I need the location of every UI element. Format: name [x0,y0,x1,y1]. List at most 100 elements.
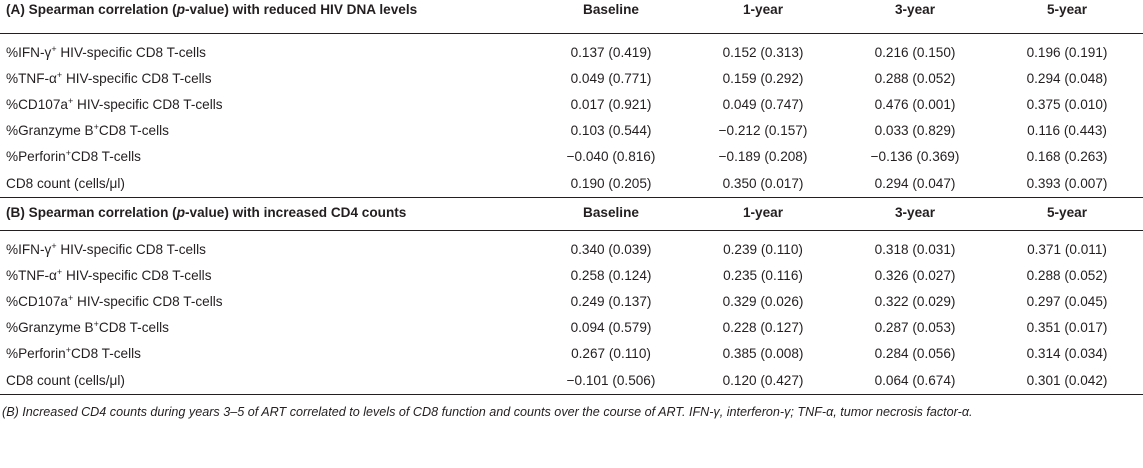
row-label-superscript: + [67,293,74,303]
row-label: %TNF-α+ HIV-specific CD8 T-cells [0,66,535,92]
table-cell: 0.314 (0.034) [1026,346,1108,361]
row-label: %Granzyme B+CD8 T-cells [0,118,535,144]
row-label-superscript: + [51,44,57,54]
row-label: %CD107a+ HIV-specific CD8 T-cells [0,289,535,315]
row-label: CD8 count (cells/μl) [0,367,535,395]
table-cell: 0.196 (0.191) [1026,45,1108,60]
table-cell: 0.258 (0.124) [570,268,652,283]
row-label-suffix: CD8 T-cells [98,320,169,335]
row-label-text: CD8 count (cells/μl) [6,175,125,191]
table-row: %TNF-α+ HIV-specific CD8 T-cells 0.049 (0… [0,66,1143,92]
table-footnote: (B) Increased CD4 counts during years 3–… [2,405,973,419]
row-label: %IFN-γ+ HIV-specific CD8 T-cells [0,237,535,263]
table-cell: 0.288 (0.052) [1026,268,1108,283]
row-label-superscript: + [65,345,71,355]
table-cell: 0.049 (0.771) [570,71,652,86]
row-label-suffix: CD8 T-cells [98,123,169,138]
table-cell: 0.329 (0.026) [722,294,804,309]
table-row: %TNF-α+ HIV-specific CD8 T-cells 0.258 (0… [0,263,1143,289]
table-cell: 0.287 (0.053) [874,320,956,335]
table-cell: 0.294 (0.047) [839,170,991,198]
table-cell: 0.385 (0.008) [722,346,804,361]
section-title-suffix: -value) with reduced HIV DNA levels [185,2,418,17]
row-label-superscript: + [67,96,74,106]
table-row: CD8 count (cells/μl) −0.101 (0.506) 0.120 … [0,367,1143,395]
row-label-text: CD8 count (cells/μl) [6,372,125,388]
row-label-text: %Perforin [6,149,66,164]
table-row: %CD107a+ HIV-specific CD8 T-cells 0.017 (… [0,92,1143,118]
table-cell: 0.318 (0.031) [874,242,956,257]
row-label-suffix: HIV-specific CD8 T-cells [73,294,223,309]
table-row: %Perforin+CD8 T-cells 0.267 (0.110) 0.385 … [0,341,1143,367]
column-header: Baseline [535,0,687,34]
table-cell: 0.094 (0.579) [570,320,652,335]
table-cell: 0.120 (0.427) [687,367,839,395]
row-label-text: %IFN-γ [6,242,52,257]
row-label-text: %IFN-γ [6,45,52,60]
row-label-suffix: HIV-specific CD8 T-cells [73,97,223,112]
table-row: %Perforin+CD8 T-cells −0.040 (0.816) −0.18… [0,144,1143,170]
table-cell: 0.351 (0.017) [1026,320,1108,335]
table-cell: 0.288 (0.052) [874,71,956,86]
row-label: %Perforin+CD8 T-cells [0,144,535,170]
table-row: CD8 count (cells/μl) 0.190 (0.205) 0.350 (… [0,170,1143,198]
row-label: %CD107a+ HIV-specific CD8 T-cells [0,92,535,118]
row-label-suffix: HIV-specific CD8 T-cells [62,71,212,86]
table-cell: 0.190 (0.205) [535,170,687,198]
row-label: CD8 count (cells/μl) [0,170,535,198]
section-title: (B) Spearman correlation (p-value) with … [0,197,535,231]
table-cell: 0.326 (0.027) [874,268,956,283]
section-title-prefix: (A) Spearman correlation ( [6,2,177,17]
row-label-suffix: HIV-specific CD8 T-cells [56,242,206,257]
row-label-text: %CD107a [6,294,68,309]
section-title: (A) Spearman correlation (p-value) with … [0,0,535,34]
row-label-text: %TNF-α [6,71,57,86]
table-cell: 0.103 (0.544) [570,123,652,138]
table-cell: −0.136 (0.369) [870,149,960,164]
row-label-superscript: + [93,319,99,329]
row-label: %Granzyme B+CD8 T-cells [0,315,535,341]
row-label: %TNF-α+ HIV-specific CD8 T-cells [0,263,535,289]
row-label-suffix: CD8 T-cells [70,346,141,361]
table-cell: 0.249 (0.137) [570,294,652,309]
table-cell: 0.294 (0.048) [1026,71,1108,86]
table-cell: 0.284 (0.056) [874,346,956,361]
section-title-suffix: -value) with increased CD4 counts [185,205,407,220]
column-header: 1-year [687,197,839,231]
table-cell: 0.375 (0.010) [1026,97,1108,112]
table-cell: 0.297 (0.045) [1026,294,1108,309]
row-label-superscript: + [51,241,57,251]
column-header: 1-year [687,0,839,34]
row-label-suffix: HIV-specific CD8 T-cells [56,45,206,60]
table-cell: 0.116 (0.443) [1027,123,1107,138]
table-cell: 0.159 (0.292) [722,71,804,86]
column-header: 3-year [839,0,991,34]
table-cell: 0.350 (0.017) [687,170,839,198]
row-label-superscript: + [65,148,71,158]
table-cell: −0.212 (0.157) [718,123,808,138]
table-cell: 0.393 (0.007) [991,170,1143,198]
section-title-italic: p [176,205,186,220]
table-cell: 0.017 (0.921) [570,97,652,112]
table-cell: 0.216 (0.150) [874,45,956,60]
table-cell: 0.340 (0.039) [570,242,652,257]
correlation-table: (A) Spearman correlation (p-value) with … [0,0,1143,395]
section-title-prefix: (B) Spearman correlation ( [6,205,177,220]
row-label: %IFN-γ+ HIV-specific CD8 T-cells [0,40,535,66]
table-cell: 0.371 (0.011) [1027,242,1107,257]
row-label-suffix: HIV-specific CD8 T-cells [62,268,212,283]
column-header: 5-year [991,0,1143,34]
row-label-text: %Granzyme B [6,123,94,138]
table-cell: 0.267 (0.110) [571,346,651,361]
table-cell: 0.049 (0.747) [722,97,804,112]
table-cell: 0.322 (0.029) [874,294,956,309]
table-cell: 0.168 (0.263) [1026,149,1108,164]
table-cell: 0.152 (0.313) [722,45,804,60]
column-header: 5-year [991,197,1143,231]
table-row: %Granzyme B+CD8 T-cells 0.094 (0.579) 0.22… [0,315,1143,341]
row-label-suffix: CD8 T-cells [70,149,141,164]
table-cell: 0.301 (0.042) [991,367,1143,395]
column-header: Baseline [535,197,687,231]
table-cell: 0.476 (0.001) [874,97,956,112]
table-cell: 0.228 (0.127) [722,320,804,335]
